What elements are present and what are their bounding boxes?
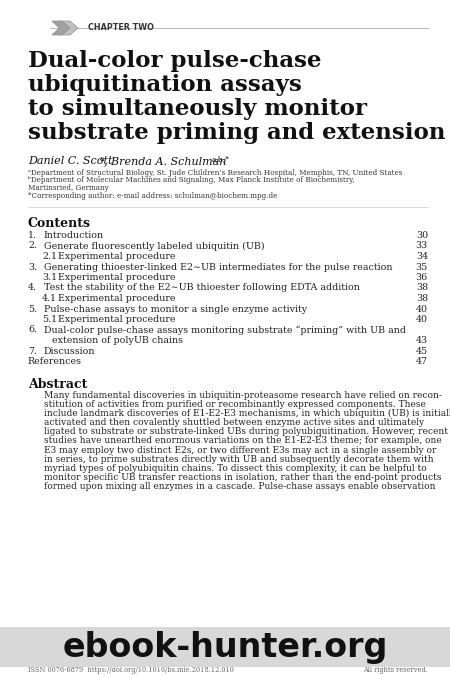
Text: myriad types of polyubiquitin chains. To dissect this complexity, it can be help: myriad types of polyubiquitin chains. To… xyxy=(44,464,427,473)
Text: Daniel C. Scott: Daniel C. Scott xyxy=(28,156,112,166)
Text: 2.1: 2.1 xyxy=(42,252,57,261)
Bar xyxy=(0,627,450,667)
Text: in series, to prime substrates directly with UB and subsequently decorate them w: in series, to prime substrates directly … xyxy=(44,455,434,464)
Text: a,b,*: a,b,* xyxy=(212,155,230,163)
Text: Discussion: Discussion xyxy=(44,346,95,356)
Text: extension of polyUB chains: extension of polyUB chains xyxy=(52,336,183,345)
Text: 40: 40 xyxy=(416,315,428,324)
Text: E3 may employ two distinct E2s, or two different E3s may act in a single assembl: E3 may employ two distinct E2s, or two d… xyxy=(44,446,436,455)
Text: , Brenda A. Schulman: , Brenda A. Schulman xyxy=(104,156,226,166)
Text: Experimental procedure: Experimental procedure xyxy=(58,252,176,261)
Text: Dual-color pulse-chase assays monitoring substrate “priming” with UB and: Dual-color pulse-chase assays monitoring… xyxy=(44,325,406,335)
Polygon shape xyxy=(52,21,70,35)
Text: 35: 35 xyxy=(416,263,428,271)
Text: ISSN 0076-6879  https://doi.org/10.1016/bs.mie.2018.12.010: ISSN 0076-6879 https://doi.org/10.1016/b… xyxy=(28,666,234,674)
Text: a: a xyxy=(100,155,104,163)
Text: All rights reserved.: All rights reserved. xyxy=(363,666,428,674)
Text: to simultaneously monitor: to simultaneously monitor xyxy=(28,98,367,120)
Text: Dual-color pulse-chase: Dual-color pulse-chase xyxy=(28,50,321,72)
Text: Abstract: Abstract xyxy=(28,377,87,391)
Text: ligated to substrate or substrate-linked UBs during polyubiquitination. However,: ligated to substrate or substrate-linked… xyxy=(44,427,448,436)
Polygon shape xyxy=(60,21,78,35)
Text: activated and then covalently shuttled between enzyme active sites and ultimatel: activated and then covalently shuttled b… xyxy=(44,418,424,427)
Text: CHAPTER TWO: CHAPTER TWO xyxy=(88,24,154,32)
Text: 5.: 5. xyxy=(28,304,37,313)
Text: References: References xyxy=(28,357,82,366)
Text: 4.1: 4.1 xyxy=(42,294,57,303)
Text: Experimental procedure: Experimental procedure xyxy=(58,273,176,282)
Text: include landmark discoveries of E1-E2-E3 mechanisms, in which ubiquitin (UB) is : include landmark discoveries of E1-E2-E3… xyxy=(44,409,450,418)
Text: ubiquitination assays: ubiquitination assays xyxy=(28,74,302,96)
Text: Methods in Enzymology, Vol. 618: Methods in Enzymology, Vol. 618 xyxy=(28,659,140,667)
Text: 33: 33 xyxy=(416,242,428,250)
Text: 7.: 7. xyxy=(28,346,37,356)
Text: 3.1: 3.1 xyxy=(42,273,57,282)
Text: ᵃDepartment of Structural Biology, St. Jude Children’s Research Hospital, Memphi: ᵃDepartment of Structural Biology, St. J… xyxy=(28,169,402,177)
Text: formed upon mixing all enzymes in a cascade. Pulse-chase assays enable observati: formed upon mixing all enzymes in a casc… xyxy=(44,483,436,491)
Text: monitor specific UB transfer reactions in isolation, rather than the end-point p: monitor specific UB transfer reactions i… xyxy=(44,473,441,483)
Text: 3.: 3. xyxy=(28,263,37,271)
Text: Test the stability of the E2∼UB thioester following EDTA addition: Test the stability of the E2∼UB thioeste… xyxy=(44,284,360,292)
Text: 38: 38 xyxy=(416,284,428,292)
Text: Pulse-chase assays to monitor a single enzyme activity: Pulse-chase assays to monitor a single e… xyxy=(44,304,307,313)
Text: ebook-hunter.org: ebook-hunter.org xyxy=(62,630,388,664)
Text: 30: 30 xyxy=(416,231,428,240)
Text: 40: 40 xyxy=(416,304,428,313)
Text: 4.: 4. xyxy=(28,284,37,292)
Text: Experimental procedure: Experimental procedure xyxy=(58,294,176,303)
Text: substrate priming and extension: substrate priming and extension xyxy=(28,122,445,144)
Text: Contents: Contents xyxy=(28,217,91,230)
Text: 5.1: 5.1 xyxy=(42,315,57,324)
Text: studies have unearthed enormous variations on the E1-E2-E3 theme; for example, o: studies have unearthed enormous variatio… xyxy=(44,437,442,446)
Text: 6.: 6. xyxy=(28,325,37,335)
Text: ᵇDepartment of Molecular Machines and Signaling, Max Planck Institute of Biochem: ᵇDepartment of Molecular Machines and Si… xyxy=(28,176,355,184)
Text: 45: 45 xyxy=(416,346,428,356)
Text: 34: 34 xyxy=(416,252,428,261)
Text: © 2019 Elsevier Inc.: © 2019 Elsevier Inc. xyxy=(358,659,428,667)
Text: 47: 47 xyxy=(416,357,428,366)
Text: 2.: 2. xyxy=(28,242,37,250)
Text: stitution of activities from purified or recombinantly expressed components. The: stitution of activities from purified or… xyxy=(44,400,426,408)
Text: *Corresponding author: e-mail address: schulman@biochem.mpg.de: *Corresponding author: e-mail address: s… xyxy=(28,192,277,200)
Text: 43: 43 xyxy=(416,336,428,345)
Text: Generate fluorescently labeled ubiquitin (UB): Generate fluorescently labeled ubiquitin… xyxy=(44,242,265,250)
Text: Experimental procedure: Experimental procedure xyxy=(58,315,176,324)
Text: 38: 38 xyxy=(416,294,428,303)
Text: Introduction: Introduction xyxy=(44,231,104,240)
Text: Generating thioester-linked E2∼UB intermediates for the pulse reaction: Generating thioester-linked E2∼UB interm… xyxy=(44,263,392,271)
Text: Martinsried, Germany: Martinsried, Germany xyxy=(28,184,109,192)
Text: Many fundamental discoveries in ubiquitin-proteasome research have relied on rec: Many fundamental discoveries in ubiquiti… xyxy=(44,391,442,400)
Text: 1.: 1. xyxy=(28,231,37,240)
Text: 36: 36 xyxy=(416,273,428,282)
